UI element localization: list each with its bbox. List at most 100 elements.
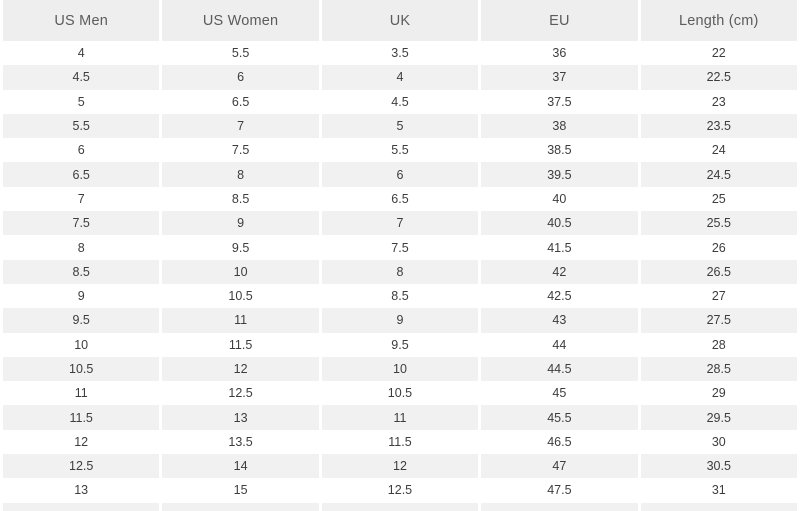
- table-cell: 6.5: [3, 162, 160, 187]
- table-row-partial: [3, 502, 797, 511]
- table-cell: 4.5: [3, 65, 160, 90]
- table-row: 9 10.5 8.5 42.5 27: [3, 283, 797, 309]
- table-cell: 43: [481, 308, 638, 333]
- table-cell: 13: [3, 478, 160, 503]
- table-row: 5.5 7 5 38 23.5: [3, 113, 797, 139]
- table-cell: 12.5: [3, 454, 160, 479]
- table-cell: 45.5: [481, 405, 638, 430]
- table-cell: 37: [481, 65, 638, 90]
- table-row: 6.5 8 6 39.5 24.5: [3, 162, 797, 187]
- table-cell: [640, 502, 797, 511]
- table-cell: [3, 502, 160, 511]
- table-cell: 29.5: [640, 405, 797, 430]
- table-cell: 47.5: [481, 478, 638, 503]
- table-cell: 5: [321, 113, 479, 139]
- table-cell: [481, 502, 638, 511]
- table-cell: 8: [3, 235, 160, 260]
- table-cell: 23.5: [640, 113, 797, 139]
- table-cell: 15: [162, 478, 319, 503]
- table-cell: 30: [640, 429, 797, 455]
- table-cell: 41.5: [481, 235, 638, 260]
- table-cell: 13: [162, 405, 319, 430]
- table-cell: 22.5: [640, 65, 797, 90]
- table-cell: 12: [3, 429, 160, 455]
- table-cell: 40: [481, 186, 638, 212]
- column-header-us-men: US Men: [3, 0, 160, 41]
- table-cell: 5.5: [3, 113, 160, 139]
- table-cell: 9: [321, 308, 479, 333]
- table-cell: 6: [162, 65, 319, 90]
- table-cell: 46.5: [481, 429, 638, 455]
- table-cell: 40.5: [481, 211, 638, 236]
- table-cell: 22: [640, 41, 797, 66]
- table-row: 11 12.5 10.5 45 29: [3, 381, 797, 406]
- table-cell: 6: [3, 138, 160, 163]
- table-row: 4 5.5 3.5 36 22: [3, 41, 797, 66]
- table-cell: 38: [481, 113, 638, 139]
- table-row: 5 6.5 4.5 37.5 23: [3, 89, 797, 114]
- table-row: 8.5 10 8 42 26.5: [3, 259, 797, 284]
- table-cell: 24.5: [640, 162, 797, 187]
- table-row: 7 8.5 6.5 40 25: [3, 186, 797, 212]
- table-cell: 27: [640, 283, 797, 309]
- table-cell: 5.5: [162, 41, 319, 66]
- table-cell: 11.5: [162, 332, 319, 357]
- table-cell: 38.5: [481, 138, 638, 163]
- table-cell: 37.5: [481, 89, 638, 114]
- table-cell: 3.5: [321, 41, 479, 66]
- table-row: 11.5 13 11 45.5 29.5: [3, 405, 797, 430]
- table-cell: 45: [481, 381, 638, 406]
- table-cell: 25: [640, 186, 797, 212]
- table-cell: [321, 502, 479, 511]
- table-cell: 7: [162, 113, 319, 139]
- table-cell: 10: [3, 332, 160, 357]
- table-header-row: US Men US Women UK EU Length (cm): [3, 0, 797, 41]
- table-cell: 4: [3, 41, 160, 66]
- table-row: 12.5 14 12 47 30.5: [3, 454, 797, 479]
- table-cell: 39.5: [481, 162, 638, 187]
- table-cell: 44: [481, 332, 638, 357]
- table-cell: 44.5: [481, 356, 638, 382]
- table-cell: 9: [3, 283, 160, 309]
- table-cell: 6.5: [162, 89, 319, 114]
- table-cell: 4.5: [321, 89, 479, 114]
- table-cell: 42.5: [481, 283, 638, 309]
- table-cell: 5: [3, 89, 160, 114]
- table-cell: 11: [321, 405, 479, 430]
- column-header-uk: UK: [321, 0, 479, 41]
- table-cell: 11.5: [3, 405, 160, 430]
- table-cell: 27.5: [640, 308, 797, 333]
- table-cell: 9: [162, 211, 319, 236]
- table-body: 4 5.5 3.5 36 22 4.5 6 4 37 22.5 5 6.5 4.5 37.5 23 5.5 7 5…: [3, 41, 797, 511]
- column-header-length-cm: Length (cm): [640, 0, 797, 41]
- table-cell: 12.5: [321, 478, 479, 503]
- table-cell: 10: [321, 356, 479, 382]
- table-cell: 12: [162, 356, 319, 382]
- table-cell: 11.5: [321, 429, 479, 455]
- table-cell: 8.5: [3, 259, 160, 284]
- table-cell: 30.5: [640, 454, 797, 479]
- table-cell: 6: [321, 162, 479, 187]
- table-cell: 42: [481, 259, 638, 284]
- table-row: 10.5 12 10 44.5 28.5: [3, 356, 797, 382]
- table-cell: 10: [162, 259, 319, 284]
- table-cell: 36: [481, 41, 638, 66]
- table-cell: 11: [3, 381, 160, 406]
- table-cell: 8: [162, 162, 319, 187]
- table-row: 6 7.5 5.5 38.5 24: [3, 138, 797, 163]
- table-cell: 26.5: [640, 259, 797, 284]
- table-cell: 7: [321, 211, 479, 236]
- table-cell: 28.5: [640, 356, 797, 382]
- table-cell: 11: [162, 308, 319, 333]
- table-row: 9.5 11 9 43 27.5: [3, 308, 797, 333]
- table-cell: 6.5: [321, 186, 479, 212]
- table-row: 8 9.5 7.5 41.5 26: [3, 235, 797, 260]
- table-row: 10 11.5 9.5 44 28: [3, 332, 797, 357]
- table-cell: 5.5: [321, 138, 479, 163]
- table-cell: 4: [321, 65, 479, 90]
- column-header-us-women: US Women: [162, 0, 319, 41]
- table-cell: 8.5: [321, 283, 479, 309]
- table-row: 13 15 12.5 47.5 31: [3, 478, 797, 503]
- table-cell: 13.5: [162, 429, 319, 455]
